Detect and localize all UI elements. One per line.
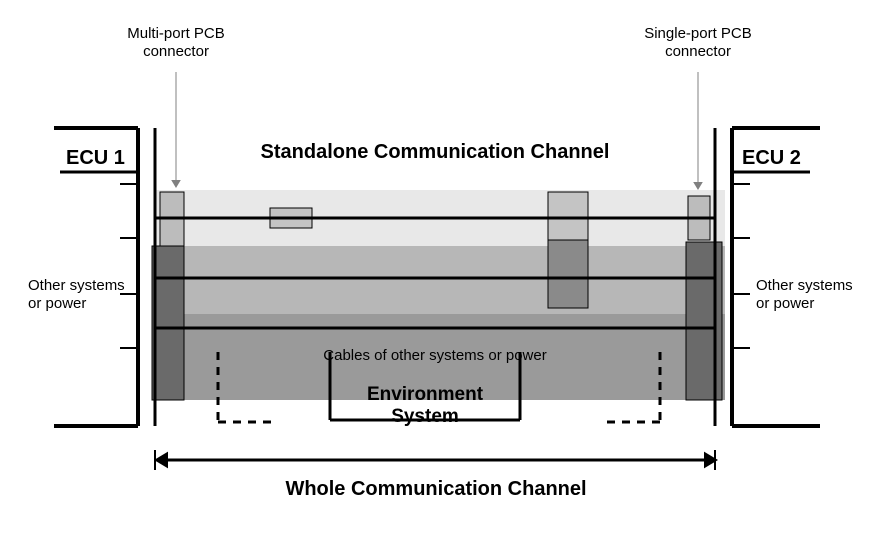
- inline-component-1: [548, 192, 588, 240]
- label-single-port-2: connector: [665, 43, 731, 60]
- label-env-2: System: [391, 406, 459, 427]
- label-ecu1: ECU 1: [66, 147, 125, 169]
- label-other-right-2: or power: [756, 295, 814, 312]
- other-systems-band-1: [155, 246, 725, 314]
- label-ecu2: ECU 2: [742, 147, 801, 169]
- label-title: Standalone Communication Channel: [261, 141, 610, 163]
- label-whole: Whole Communication Channel: [285, 478, 586, 500]
- inline-component-2: [548, 240, 588, 308]
- multi-port-connector-bottom: [152, 246, 184, 400]
- communication-channel-diagram: Multi-port PCBconnectorSingle-port PCBco…: [0, 0, 876, 535]
- label-multi-port: Multi-port PCB: [127, 25, 225, 42]
- label-multi-port-2: connector: [143, 43, 209, 60]
- label-other-right-1: Other systems: [756, 277, 853, 294]
- label-env-1: Environment: [367, 384, 484, 405]
- label-other-left-2: or power: [28, 295, 86, 312]
- label-other-left-1: Other systems: [28, 277, 125, 294]
- label-single-port: Single-port PCB: [644, 25, 752, 42]
- multi-port-connector-top: [160, 192, 184, 248]
- label-cables: Cables of other systems or power: [323, 347, 546, 364]
- single-port-connector-bottom: [686, 242, 722, 400]
